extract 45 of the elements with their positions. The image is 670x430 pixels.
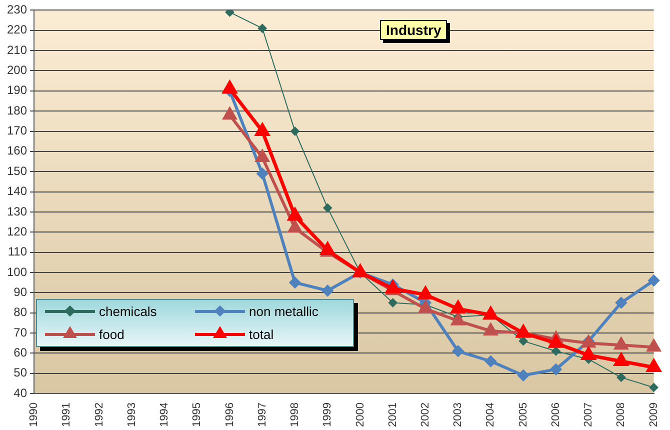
y-tick-label: 190 [6,83,28,98]
y-tick-label: 70 [14,325,28,340]
x-tick-label: 2009 [648,402,660,428]
x-tick-label: 1999 [322,402,334,428]
y-tick-label: 140 [6,184,28,198]
x-tick-label: 1997 [256,402,268,428]
y-tick-label: 40 [14,386,28,400]
legend-label: total [249,326,274,342]
x-tick-label: 2008 [615,402,628,428]
legend-label: chemicals [99,304,157,319]
legend-label: non metallic [249,304,318,319]
x-tick-label: 1995 [191,402,204,428]
y-tick-label: 80 [14,305,28,320]
x-tick-label: 2007 [582,402,595,428]
text: Industry [380,20,448,40]
legend-label: food [99,326,124,342]
y-tick-label: 220 [6,22,28,37]
y-tick-label: 200 [6,63,28,78]
y-tick-label: 160 [6,144,28,158]
x-tick-label: 2002 [419,402,432,428]
y-tick-label: 110 [8,244,28,259]
x-tick-label: 1998 [289,402,302,428]
x-tick-label: 2006 [550,402,562,428]
x-tick-label: 1992 [93,402,106,428]
x-tick-label: 2004 [484,402,497,428]
x-tick-label: 2005 [517,402,530,428]
y-tick-label: 210 [6,42,28,57]
y-tick-label: 60 [14,345,28,360]
y-tick-label: 100 [6,264,28,279]
x-tick-label: 1991 [60,402,73,428]
x-tick-label: 2003 [452,402,464,428]
x-tick-label: 1990 [28,402,40,428]
y-tick-label: 230 [6,2,28,17]
x-tick-label: 1993 [126,402,138,428]
y-tick-label: 130 [6,204,28,218]
x-tick-label: 1994 [158,402,171,428]
y-tick-label: 150 [6,164,28,178]
x-tick-label: 2001 [386,402,399,428]
x-tick-label: 1996 [224,402,236,428]
y-tick-label: 50 [14,366,28,380]
x-tick-label: 2000 [354,402,366,428]
y-tick-label: 120 [6,224,28,238]
y-tick-label: 180 [6,103,28,118]
y-tick-label: 170 [6,124,28,138]
y-tick-label: 90 [14,284,28,299]
